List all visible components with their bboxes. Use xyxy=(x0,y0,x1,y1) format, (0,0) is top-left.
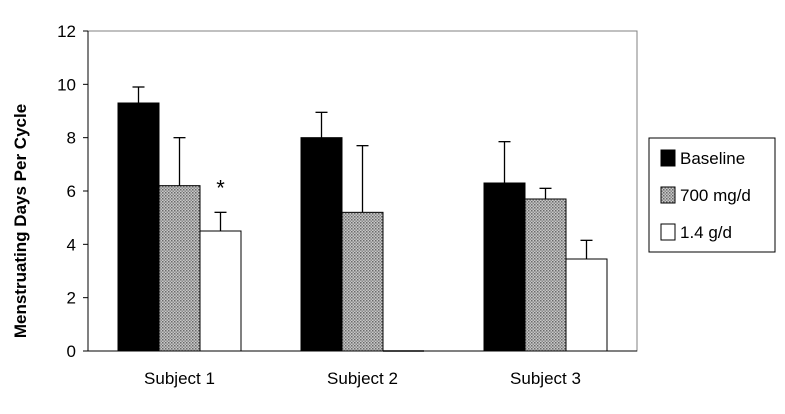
bar-2-1 xyxy=(300,137,343,352)
y-tick-label: 6 xyxy=(67,182,76,201)
bar-3-3 xyxy=(565,258,608,352)
legend-label: 700 mg/d xyxy=(680,186,751,205)
x-tick-label: Subject 1 xyxy=(144,369,215,388)
y-tick-label: 10 xyxy=(57,75,76,94)
y-tick-label: 4 xyxy=(67,235,76,254)
bar-1-1 xyxy=(117,102,160,352)
legend-swatch xyxy=(660,149,676,167)
bar-3-2 xyxy=(524,198,567,352)
bar-1-2 xyxy=(158,185,201,352)
bar-2-2 xyxy=(341,211,384,352)
y-axis-label: Menstruating Days Per Cycle xyxy=(11,104,30,338)
x-tick-label: Subject 2 xyxy=(327,369,398,388)
legend-swatch xyxy=(660,223,676,241)
y-tick-label: 12 xyxy=(57,22,76,41)
bar-1-3 xyxy=(199,230,242,352)
x-tick-label: Subject 3 xyxy=(510,369,581,388)
y-tick-label: 2 xyxy=(67,289,76,308)
y-tick-label: 0 xyxy=(67,342,76,361)
bar-3-1 xyxy=(483,182,526,352)
y-tick-label: 8 xyxy=(67,129,76,148)
legend-label: Baseline xyxy=(680,149,745,168)
significance-annotation: * xyxy=(216,175,225,200)
legend-swatch xyxy=(660,186,676,204)
legend-label: 1.4 g/d xyxy=(680,223,732,242)
